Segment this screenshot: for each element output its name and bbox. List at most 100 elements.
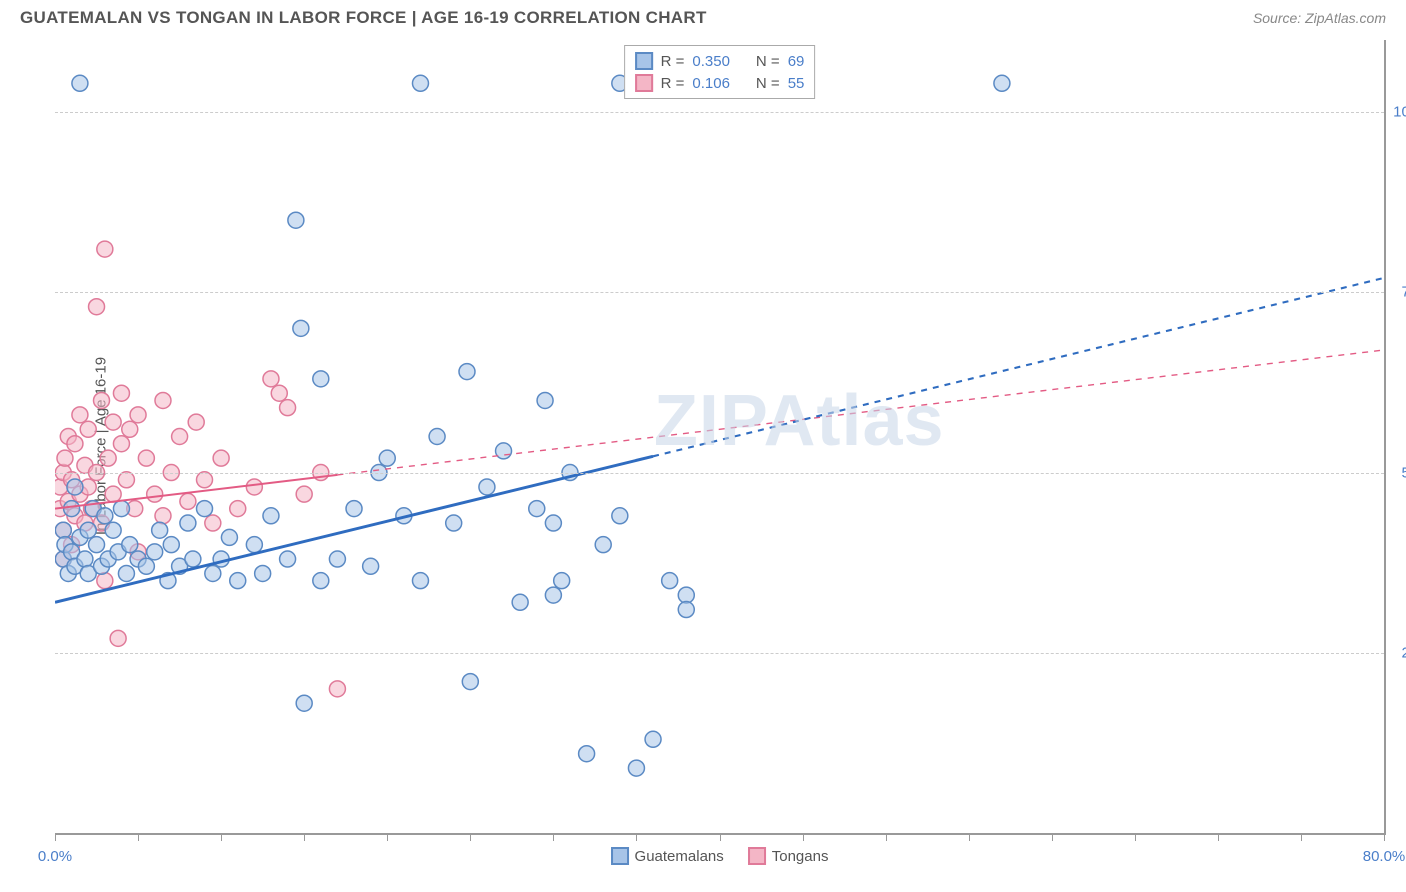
n-label: N = xyxy=(756,53,780,70)
data-point-tongans xyxy=(89,299,105,315)
legend-item-guatemalans: Guatemalans xyxy=(611,847,724,865)
data-point-guatemalans xyxy=(67,479,83,495)
x-tick xyxy=(304,833,305,841)
swatch-guatemalans xyxy=(611,847,629,865)
data-point-guatemalans xyxy=(263,508,279,524)
data-point-guatemalans xyxy=(180,515,196,531)
data-point-guatemalans xyxy=(628,760,644,776)
y-tick-label: 75.0% xyxy=(1389,284,1406,301)
data-point-tongans xyxy=(110,630,126,646)
r-value: 0.106 xyxy=(692,75,730,92)
trendline-dashed-tongans xyxy=(337,350,1384,475)
data-point-guatemalans xyxy=(313,371,329,387)
data-point-guatemalans xyxy=(459,364,475,380)
data-point-guatemalans xyxy=(645,731,661,747)
data-point-guatemalans xyxy=(77,551,93,567)
data-point-guatemalans xyxy=(163,537,179,553)
data-point-guatemalans xyxy=(496,443,512,459)
legend-item-tongans: Tongans xyxy=(748,847,829,865)
x-tick-label: 80.0% xyxy=(1363,848,1406,865)
data-point-tongans xyxy=(72,407,88,423)
data-point-tongans xyxy=(105,414,121,430)
data-point-guatemalans xyxy=(80,522,96,538)
data-point-tongans xyxy=(113,385,129,401)
data-point-tongans xyxy=(122,421,138,437)
y-tick-label: 50.0% xyxy=(1389,464,1406,481)
data-point-tongans xyxy=(97,241,113,257)
data-point-tongans xyxy=(57,450,73,466)
data-point-tongans xyxy=(280,400,296,416)
data-point-tongans xyxy=(105,486,121,502)
data-point-tongans xyxy=(263,371,279,387)
data-point-guatemalans xyxy=(246,537,262,553)
data-point-guatemalans xyxy=(221,529,237,545)
x-tick xyxy=(470,833,471,841)
data-point-guatemalans xyxy=(595,537,611,553)
data-point-guatemalans xyxy=(529,501,545,517)
data-point-guatemalans xyxy=(97,508,113,524)
x-tick xyxy=(803,833,804,841)
data-point-guatemalans xyxy=(147,544,163,560)
data-point-guatemalans xyxy=(64,501,80,517)
data-point-guatemalans xyxy=(89,537,105,553)
data-point-guatemalans xyxy=(105,522,121,538)
legend-row-guatemalans: R = 0.350 N = 69 xyxy=(635,50,805,72)
data-point-guatemalans xyxy=(230,573,246,589)
data-point-tongans xyxy=(67,436,83,452)
data-point-tongans xyxy=(213,450,229,466)
data-point-tongans xyxy=(113,436,129,452)
scatter-chart: ZIPAtlas R = 0.350 N = 69 R = 0.106 N = … xyxy=(55,40,1386,835)
data-point-tongans xyxy=(80,421,96,437)
data-point-tongans xyxy=(205,515,221,531)
x-tick xyxy=(55,833,56,841)
data-point-guatemalans xyxy=(678,587,694,603)
x-tick xyxy=(1218,833,1219,841)
data-point-tongans xyxy=(130,407,146,423)
x-tick xyxy=(636,833,637,841)
data-point-tongans xyxy=(329,681,345,697)
data-point-guatemalans xyxy=(512,594,528,610)
swatch-guatemalans xyxy=(635,52,653,70)
gridline-h xyxy=(55,292,1384,293)
swatch-tongans xyxy=(635,74,653,92)
legend-label: Tongans xyxy=(772,848,829,865)
data-point-guatemalans xyxy=(197,501,213,517)
data-point-tongans xyxy=(155,392,171,408)
data-point-guatemalans xyxy=(329,551,345,567)
data-point-guatemalans xyxy=(55,522,71,538)
x-tick xyxy=(553,833,554,841)
data-point-tongans xyxy=(180,493,196,509)
r-label: R = xyxy=(661,53,685,70)
data-point-tongans xyxy=(97,573,113,589)
data-point-guatemalans xyxy=(545,515,561,531)
plot-svg xyxy=(55,40,1384,833)
chart-header: GUATEMALAN VS TONGAN IN LABOR FORCE | AG… xyxy=(0,0,1406,40)
x-tick xyxy=(1135,833,1136,841)
data-point-guatemalans xyxy=(678,602,694,618)
gridline-h xyxy=(55,473,1384,474)
data-point-guatemalans xyxy=(379,450,395,466)
data-point-guatemalans xyxy=(288,212,304,228)
data-point-guatemalans xyxy=(113,501,129,517)
data-point-tongans xyxy=(155,508,171,524)
data-point-guatemalans xyxy=(205,565,221,581)
data-point-tongans xyxy=(230,501,246,517)
correlation-legend: R = 0.350 N = 69 R = 0.106 N = 55 xyxy=(624,45,816,99)
data-point-tongans xyxy=(271,385,287,401)
data-point-tongans xyxy=(246,479,262,495)
data-point-guatemalans xyxy=(612,508,628,524)
data-point-guatemalans xyxy=(185,551,201,567)
data-point-guatemalans xyxy=(313,573,329,589)
y-tick-label: 100.0% xyxy=(1389,104,1406,121)
x-tick xyxy=(1384,833,1385,841)
r-label: R = xyxy=(661,75,685,92)
data-point-guatemalans xyxy=(412,573,428,589)
data-point-guatemalans xyxy=(554,573,570,589)
data-point-guatemalans xyxy=(537,392,553,408)
data-point-guatemalans xyxy=(994,75,1010,91)
chart-title: GUATEMALAN VS TONGAN IN LABOR FORCE | AG… xyxy=(20,8,707,28)
x-tick xyxy=(886,833,887,841)
series-legend: Guatemalans Tongans xyxy=(611,847,829,865)
data-point-guatemalans xyxy=(293,320,309,336)
x-tick xyxy=(221,833,222,841)
